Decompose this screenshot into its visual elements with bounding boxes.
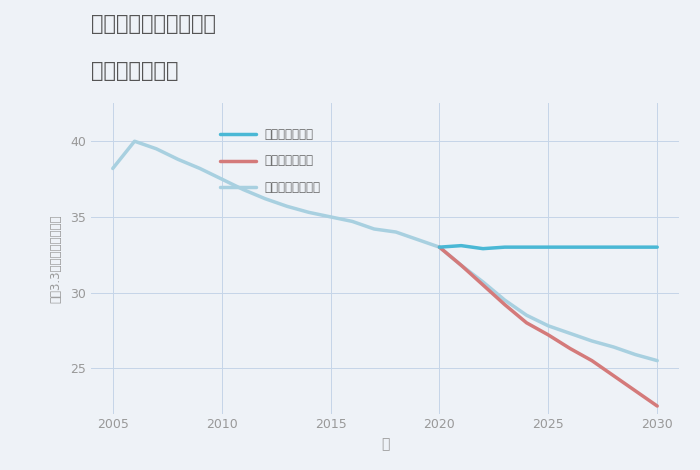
Text: 岐阜県岐阜市金園町の: 岐阜県岐阜市金園町の: [91, 14, 216, 34]
Text: グッドシナリオ: グッドシナリオ: [265, 128, 314, 141]
X-axis label: 年: 年: [381, 437, 389, 451]
Text: 土地の価格推移: 土地の価格推移: [91, 61, 178, 81]
Text: ノーマルシナリオ: ノーマルシナリオ: [265, 180, 321, 194]
Y-axis label: 坪（3.3㎡）単価（万円）: 坪（3.3㎡）単価（万円）: [49, 214, 62, 303]
Text: バッドシナリオ: バッドシナリオ: [265, 154, 314, 167]
